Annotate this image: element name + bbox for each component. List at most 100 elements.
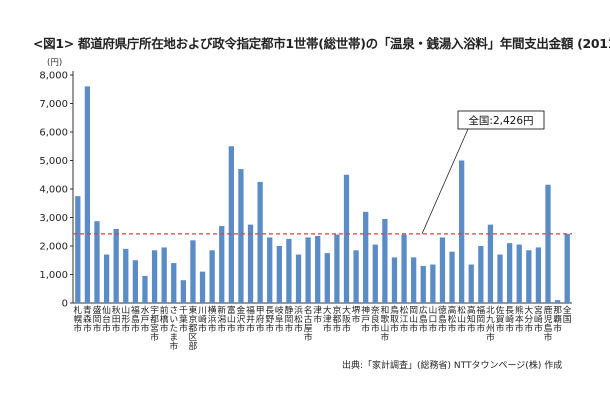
bar — [343, 174, 350, 303]
x-tick-label: 新潟市 — [217, 304, 226, 334]
bar — [411, 257, 417, 303]
x-tick-label: 北九州市 — [486, 305, 495, 343]
callout-leader — [421, 128, 469, 235]
bar — [372, 244, 378, 303]
x-tick-label: 福岡市 — [476, 304, 485, 334]
bar — [113, 228, 119, 303]
x-tick-label: 仙台市 — [102, 304, 111, 334]
x-tick-label: 全国 — [563, 304, 572, 325]
x-tick-label: 甲府市 — [256, 305, 265, 334]
y-tick-label: 1,000 — [39, 270, 68, 281]
callout-box — [457, 110, 545, 130]
x-tick-label: 大津市 — [323, 304, 332, 334]
x-tick-label: 鳥取市 — [390, 304, 399, 334]
bar — [276, 246, 282, 303]
x-tick-label: 松山市 — [457, 304, 466, 334]
x-tick-label: 福井市 — [246, 304, 255, 334]
bar — [506, 243, 513, 303]
bar — [334, 234, 340, 303]
x-tick-label: 広島市 — [419, 304, 428, 334]
national-average-label: 全国:2,426円 — [468, 114, 533, 127]
bar — [257, 181, 263, 304]
x-tick-label: 京都市 — [332, 304, 341, 334]
bar — [180, 280, 186, 303]
x-tick-label: 札幌市 — [73, 304, 82, 334]
bar — [295, 254, 302, 303]
x-tick-label: 東京都区部 — [189, 304, 198, 352]
y-tick-label: 2,000 — [39, 242, 68, 253]
y-tick-label: 7,000 — [39, 99, 68, 110]
bar — [420, 265, 426, 303]
bar — [209, 250, 215, 303]
x-tick-label: 松江市 — [400, 304, 409, 334]
bar — [324, 253, 330, 304]
bar — [286, 238, 292, 304]
bar — [151, 250, 158, 303]
y-tick-label: 8,000 — [39, 71, 68, 82]
bar — [238, 169, 244, 303]
x-tick-label: さいたま市 — [169, 305, 178, 352]
bar — [401, 234, 407, 303]
bar — [199, 271, 206, 303]
y-tick-label: 3,000 — [39, 213, 68, 224]
bar — [247, 224, 254, 304]
bar — [439, 237, 446, 303]
bar — [478, 246, 484, 303]
bar — [535, 247, 542, 303]
x-tick-label: 徳島市 — [438, 304, 447, 334]
x-tick-label: 長崎市 — [505, 305, 514, 334]
x-tick-label: 浜松市 — [294, 305, 303, 334]
bar — [190, 240, 196, 303]
bar — [468, 264, 474, 303]
chart-title: <図1> 都道府県庁所在地および政令指定都市1世帯(総世帯)の「温泉・銭湯入浴料… — [33, 36, 610, 51]
bar — [526, 250, 532, 303]
bar — [142, 275, 148, 303]
bar — [219, 226, 225, 303]
y-tick-label: 6,000 — [39, 128, 68, 139]
x-tick-label: 津市 — [313, 305, 322, 325]
x-tick-label: 堺市 — [352, 304, 361, 325]
x-tick-label: 岐阜市 — [275, 304, 284, 334]
bar — [430, 264, 436, 303]
x-tick-label: 高知市 — [467, 304, 476, 334]
bar — [497, 254, 503, 303]
bar — [449, 251, 455, 303]
x-tick-label: 宮崎市 — [534, 304, 543, 334]
y-tick-label: 4,000 — [39, 185, 68, 196]
x-tick-label: 千葉市 — [179, 305, 188, 334]
bar — [353, 250, 359, 303]
x-tick-label: 大分市 — [524, 304, 533, 334]
x-tick-label: 秋田市 — [112, 304, 121, 334]
x-tick-label: 大阪市 — [342, 304, 351, 334]
x-tick-label: 青森市 — [83, 304, 92, 334]
x-tick-label: 前橋市 — [160, 304, 169, 334]
x-tick-label: 富山市 — [227, 304, 236, 334]
bar — [564, 233, 570, 303]
bar — [103, 254, 110, 303]
bar — [161, 247, 167, 303]
bar — [123, 248, 129, 303]
x-tick-label: 山形市 — [121, 305, 130, 334]
x-tick-label: 水戸市 — [141, 304, 150, 334]
x-tick-label: 長野市 — [265, 305, 274, 334]
bar — [75, 196, 81, 304]
x-tick-label: 那覇市 — [553, 305, 562, 334]
x-tick-label: 川崎市 — [198, 306, 207, 334]
bar — [305, 237, 311, 303]
bar — [554, 300, 561, 303]
x-tick-label: 熊本市 — [515, 304, 524, 334]
x-tick-label: 盛岡市 — [93, 304, 102, 334]
y-tick-label: 5,000 — [39, 156, 68, 167]
x-tick-label: 奈良市 — [371, 304, 380, 334]
x-tick-label: 和歌山市 — [380, 305, 389, 343]
x-tick-label: 名古屋市 — [304, 304, 313, 343]
y-tick-label: 0 — [62, 299, 68, 310]
bar — [94, 221, 100, 303]
bar — [545, 184, 551, 303]
bar — [363, 211, 369, 303]
bar — [382, 218, 388, 303]
x-tick-label: 静岡市 — [285, 304, 294, 334]
y-axis-unit: (円) — [47, 58, 62, 68]
bar — [132, 260, 139, 303]
